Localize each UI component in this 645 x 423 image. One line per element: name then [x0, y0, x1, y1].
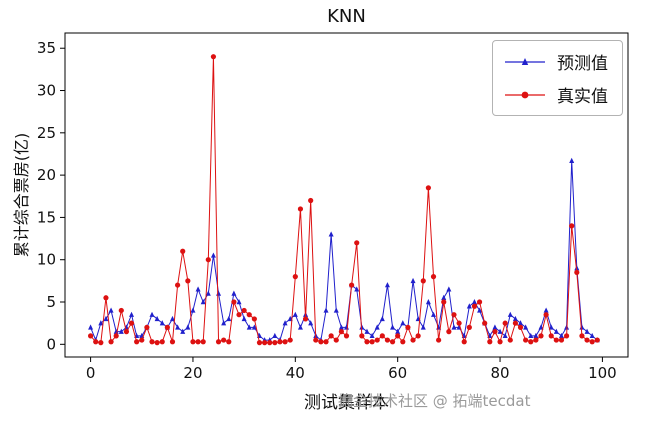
actual-line-swatch	[505, 91, 545, 98]
svg-text:80: 80	[490, 364, 509, 382]
svg-text:0: 0	[46, 335, 56, 353]
svg-text:30: 30	[37, 82, 56, 100]
svg-text:10: 10	[37, 251, 56, 269]
predicted-line-swatch	[505, 57, 545, 65]
x-axis-label: 测试集样本	[304, 393, 389, 413]
legend-item-predicted: 预测值	[503, 49, 608, 74]
legend-label-predicted: 预测值	[557, 54, 608, 74]
svg-text:100: 100	[588, 364, 617, 382]
svg-text:15: 15	[37, 208, 56, 226]
svg-text:35: 35	[37, 39, 56, 57]
y-axis-label: 累计综合票房(亿)	[12, 132, 31, 258]
svg-text:25: 25	[37, 124, 56, 142]
svg-text:5: 5	[46, 293, 56, 311]
legend-item-actual: 真实值	[503, 82, 608, 107]
watermark-text: 掘金技术社区 @ 拓端tecdat	[338, 392, 531, 410]
chart-title: KNN	[327, 6, 366, 27]
chart-legend: 预测值 真实值	[492, 40, 623, 116]
svg-text:40: 40	[286, 364, 305, 382]
legend-label-actual: 真实值	[557, 87, 608, 107]
svg-text:60: 60	[388, 364, 407, 382]
svg-text:20: 20	[37, 166, 56, 184]
svg-text:20: 20	[183, 364, 202, 382]
svg-text:0: 0	[86, 364, 96, 382]
